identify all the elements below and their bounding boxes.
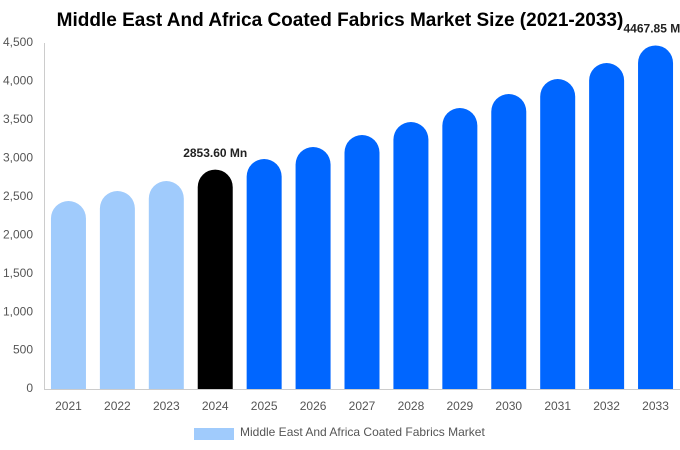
bar	[50, 201, 86, 389]
y-tick-label: 3,500	[3, 112, 33, 126]
x-tick-label: 2025	[251, 399, 278, 413]
x-tick-label: 2031	[544, 399, 571, 413]
bar	[491, 94, 527, 389]
bar	[442, 108, 478, 389]
bar	[295, 147, 331, 389]
y-tick-label: 1,500	[3, 266, 33, 280]
x-tick-label: 2030	[495, 399, 522, 413]
bar	[197, 169, 233, 389]
bar	[99, 191, 135, 389]
bar	[638, 45, 674, 389]
y-tick-label: 500	[13, 343, 33, 357]
bar	[540, 78, 576, 389]
x-tick-label: 2027	[349, 399, 376, 413]
bar	[393, 122, 429, 389]
y-tick-label: 4,000	[3, 74, 33, 88]
x-tick-label: 2029	[446, 399, 473, 413]
x-tick-label: 2026	[300, 399, 327, 413]
x-tick-label: 2033	[642, 399, 669, 413]
x-tick-label: 2028	[398, 399, 425, 413]
legend-swatch	[194, 428, 234, 440]
x-tick-label: 2023	[153, 399, 180, 413]
y-tick-label: 3,000	[3, 151, 33, 165]
y-tick-label: 1,000	[3, 304, 33, 318]
bar	[148, 181, 184, 389]
x-tick-label: 2021	[55, 399, 82, 413]
legend-label: Middle East And Africa Coated Fabrics Ma…	[240, 425, 485, 439]
chart-title: Middle East And Africa Coated Fabrics Ma…	[57, 10, 624, 31]
y-tick-label: 2,500	[3, 189, 33, 203]
y-tick-label: 2,000	[3, 227, 33, 241]
y-tick-label: 4,500	[3, 35, 33, 49]
bar	[246, 159, 282, 389]
x-tick-label: 2022	[104, 399, 131, 413]
value-label: 4467.85 Mn	[624, 22, 680, 36]
x-tick-label: 2032	[593, 399, 620, 413]
bar	[589, 62, 625, 389]
x-tick-label: 2024	[202, 399, 229, 413]
value-label: 2853.60 Mn	[183, 146, 247, 160]
y-tick-label: 0	[26, 381, 33, 395]
bar	[344, 135, 380, 389]
